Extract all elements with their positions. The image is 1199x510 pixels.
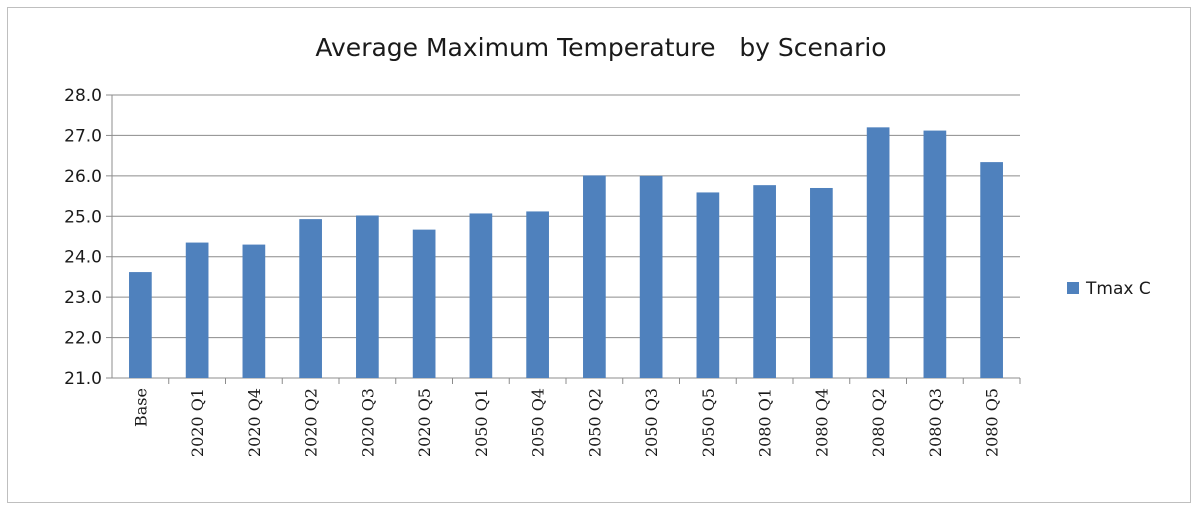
y-tick-label: 27.0 [64,126,102,146]
x-tick-label: 2020 Q5 [415,388,434,457]
bar [242,244,266,378]
x-tick-label: 2050 Q4 [529,388,548,457]
x-tick-label: 2080 Q1 [756,388,775,457]
y-tick-label: 23.0 [64,288,102,308]
legend-swatch [1067,282,1079,294]
bar [583,175,606,378]
y-tick-label: 25.0 [64,207,102,227]
x-tick-labels: Base 2020 Q1 2020 Q4 2020 Q2 2020 Q3 2020 Q5 2… [131,388,1001,457]
x-tick-label: 2050 Q3 [642,388,661,457]
bar [129,272,152,378]
x-tick-label: 2080 Q4 [812,388,831,457]
x-tick-label: 2020 Q1 [188,388,207,457]
bar [299,219,322,378]
bar [469,213,493,378]
y-tick-label: 21.0 [64,369,102,389]
x-tick-label: 2080 Q5 [983,388,1002,457]
y-tick-label: 28.0 [64,86,102,106]
bar [753,185,776,378]
legend-label: Tmax C [1085,279,1151,299]
x-tick-label: 2050 Q2 [585,388,604,457]
y-tick-labels: 21.0 22.0 23.0 24.0 25.0 26.0 27.0 28.0 [64,86,102,389]
x-tick-label: Base [131,388,150,427]
bar [810,187,833,378]
bar [185,242,209,378]
bar [356,215,379,378]
bar [526,211,549,378]
x-tick-label: 2050 Q1 [472,388,491,457]
x-tick-label: 2080 Q2 [869,388,888,457]
bars [129,127,1003,378]
y-tick-label: 26.0 [64,167,102,187]
bar [980,162,1003,378]
y-tick-label: 22.0 [64,329,102,349]
x-tick-label: 2080 Q3 [926,388,945,457]
x-tick-label: 2020 Q3 [358,388,377,457]
x-tick-label: 2020 Q4 [245,388,264,457]
x-tick-label: 2050 Q5 [699,388,718,457]
bar [412,229,436,378]
bar [923,130,947,378]
bar [639,175,663,378]
chart-title: Average Maximum Temperature by Scenario [315,33,886,62]
x-tick-label: 2020 Q2 [302,388,321,457]
bar [696,192,720,378]
bar [866,127,890,378]
legend: Tmax C [1067,279,1151,299]
y-tick-label: 24.0 [64,248,102,268]
